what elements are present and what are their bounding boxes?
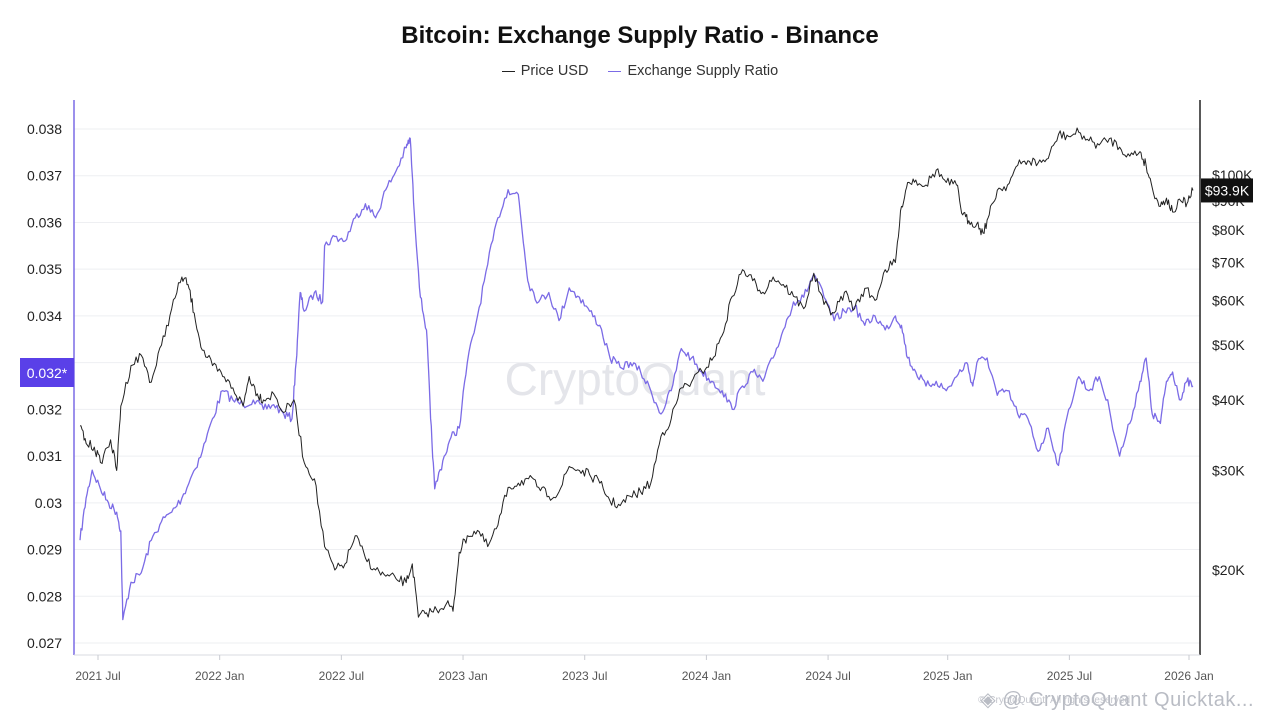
watermark: CryptoQuant	[505, 353, 766, 405]
legend-swatch-ratio	[608, 70, 622, 72]
legend-swatch-price	[501, 70, 515, 72]
series-line-exchange-supply-ratio[interactable]	[79, 137, 1194, 621]
x-tick-label: 2022 Jul	[319, 669, 364, 683]
x-tick-label: 2025 Jul	[1047, 669, 1092, 683]
legend-item-price[interactable]: Price USD	[501, 63, 589, 79]
footer-attribution: © CryptoQuant. All rights reserved	[978, 695, 1130, 706]
right-tick-label: $20K	[1212, 562, 1245, 578]
right-tick-label: $40K	[1212, 392, 1245, 408]
footer-watermark: ◈ @ CryptoQuant Quicktak...	[980, 689, 1254, 711]
current-ratio-label: 0.032*	[27, 365, 68, 381]
chart-title: Bitcoin: Exchange Supply Ratio - Binance	[401, 22, 879, 49]
left-tick-label: 0.038	[27, 121, 62, 137]
x-tick-label: 2024 Jan	[682, 669, 731, 683]
right-tick-label: $30K	[1212, 462, 1245, 478]
current-price-label: $93.9K	[1205, 182, 1250, 198]
series-layer	[79, 127, 1194, 621]
legend-label-ratio: Exchange Supply Ratio	[627, 63, 779, 79]
x-tick-label: 2021 Jul	[75, 669, 120, 683]
left-tick-label: 0.032	[27, 401, 62, 417]
right-tick-label: $50K	[1212, 337, 1245, 353]
right-tick-label: $80K	[1212, 222, 1245, 238]
x-tick-label: 2023 Jul	[562, 669, 607, 683]
grid	[74, 128, 1200, 644]
current-ratio-badge	[20, 358, 74, 387]
legend-item-ratio[interactable]: Exchange Supply Ratio	[608, 63, 778, 79]
series-line-price-usd[interactable]	[79, 127, 1194, 618]
right-tick-label: $70K	[1212, 255, 1245, 271]
left-tick-label: 0.034	[27, 308, 62, 324]
left-tick-label: 0.029	[27, 542, 62, 558]
x-tick-label: 2024 Jul	[805, 669, 850, 683]
right-tick-label: $60K	[1212, 292, 1245, 308]
left-tick-label: 0.03	[35, 495, 62, 511]
left-tick-label: 0.028	[27, 588, 62, 604]
left-tick-label: 0.031	[27, 448, 62, 464]
axis-labels: 0.0380.0370.0360.0350.0340.0330.0320.031…	[20, 121, 1253, 683]
left-tick-label: 0.027	[27, 635, 62, 651]
legend: Price USD Exchange Supply Ratio	[0, 63, 1280, 79]
x-tick-label: 2022 Jan	[195, 669, 244, 683]
left-tick-label: 0.036	[27, 214, 62, 230]
x-tick-label: 2025 Jan	[923, 669, 972, 683]
x-tick-label: 2023 Jan	[438, 669, 487, 683]
x-tick-label: 2026 Jan	[1164, 669, 1213, 683]
left-tick-label: 0.035	[27, 261, 62, 277]
left-tick-label: 0.037	[27, 168, 62, 184]
current-price-badge	[1201, 178, 1253, 203]
legend-label-price: Price USD	[520, 63, 589, 79]
